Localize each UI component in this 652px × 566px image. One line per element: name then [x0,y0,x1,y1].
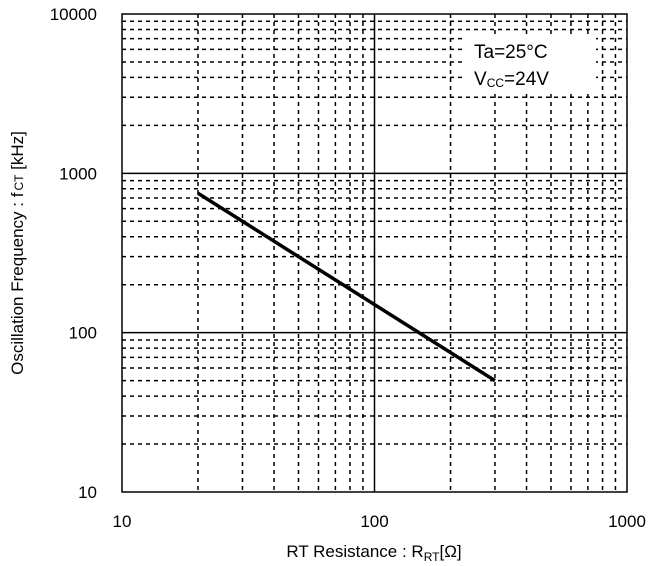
series-line-0 [197,191,496,383]
y-tick-label: 10 [78,483,97,502]
y-tick-label: 10000 [50,5,97,24]
x-axis-title: RT Resistance : RRT[Ω] [286,542,461,564]
y-tick-label: 1000 [59,164,97,183]
series-layer [197,191,496,383]
annotation-temperature: Ta=25°C [474,42,548,63]
x-tick-label: 10 [113,512,132,531]
plot-frame [121,13,628,493]
x-tick-label: 100 [360,512,388,531]
major-grid [122,14,627,492]
y-axis-title: Oscillation Frequency : fCT [kHz] [8,131,27,375]
annotation-box [466,34,596,94]
x-tick-labels: 10 100 1000 [113,512,646,531]
y-tick-labels: 10 100 1000 10000 [50,5,97,502]
annotation-voltage: VCC=24V [474,69,549,90]
x-tick-label: 1000 [608,512,646,531]
y-tick-label: 100 [69,324,97,343]
